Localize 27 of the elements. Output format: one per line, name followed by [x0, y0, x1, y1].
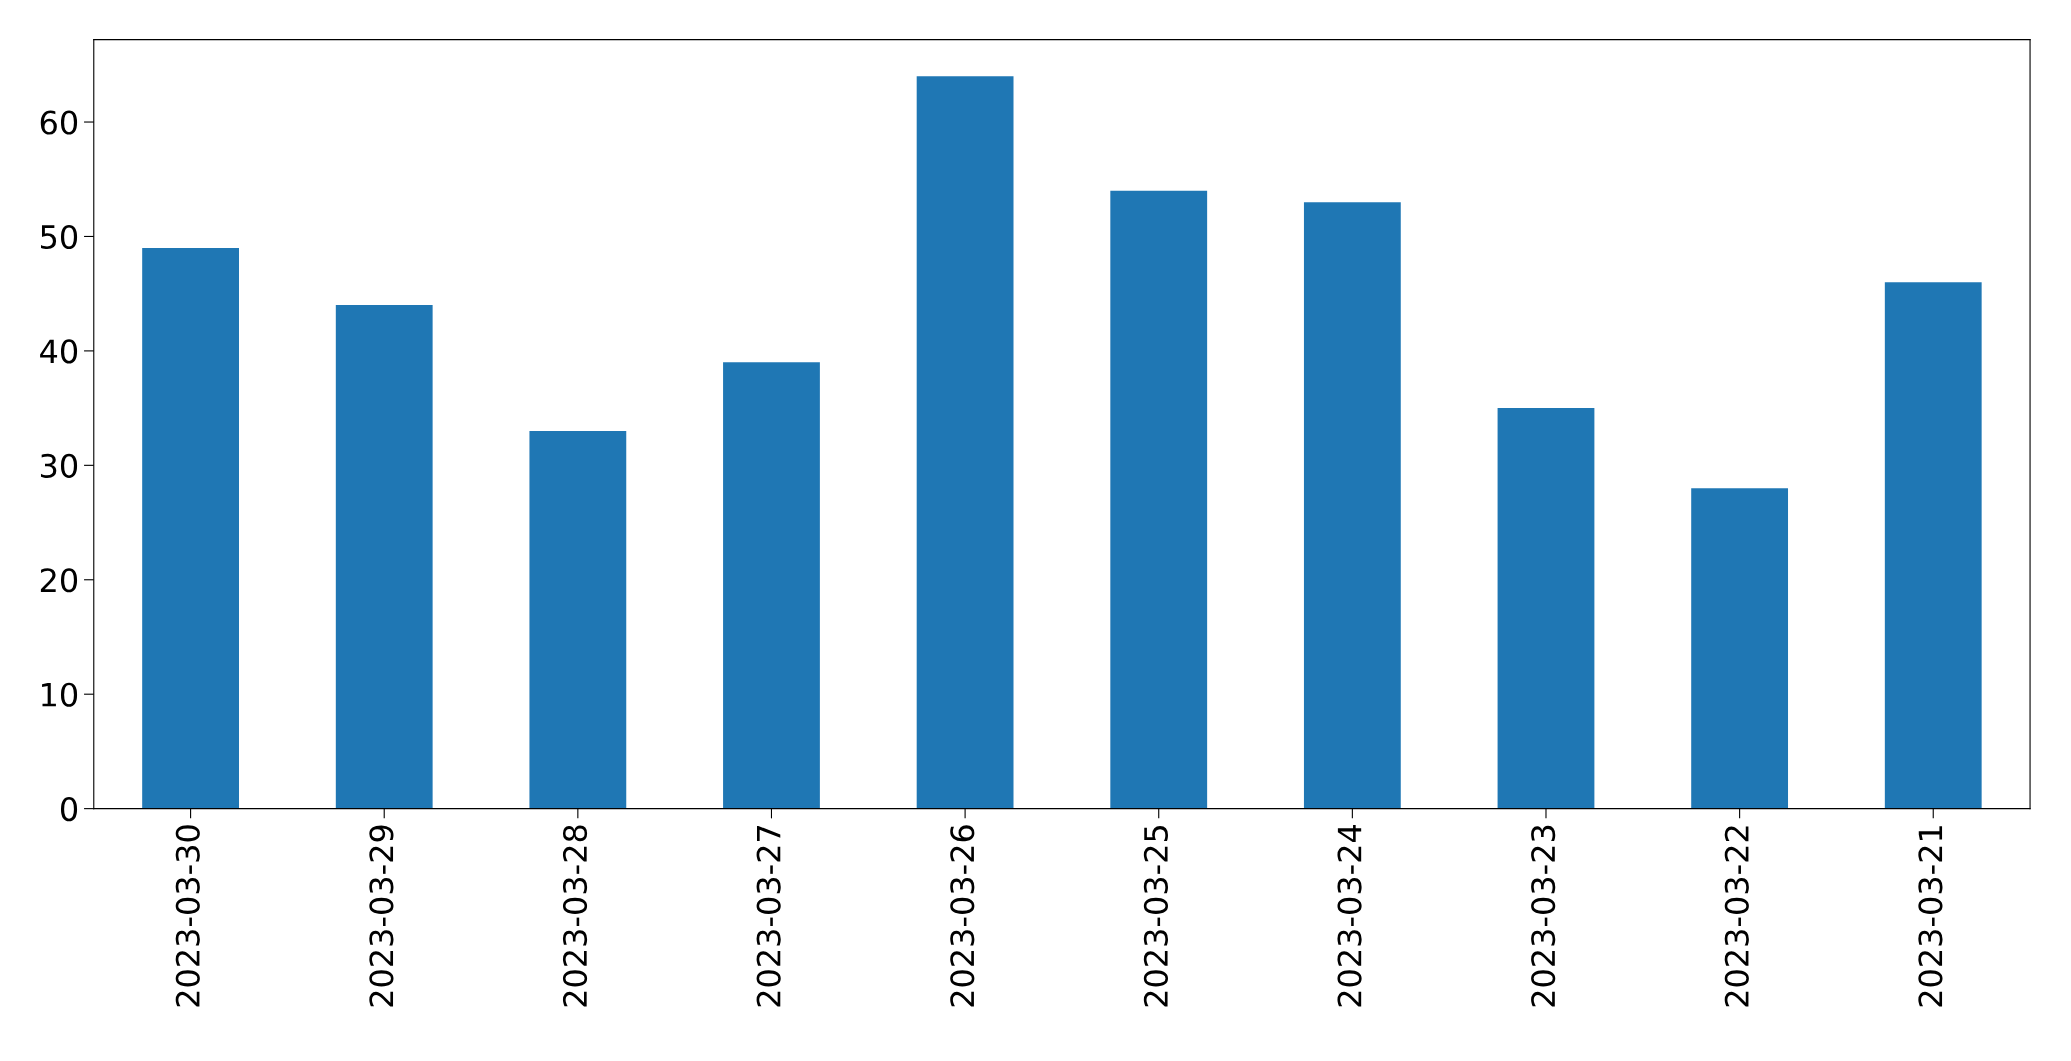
- y-tick-label: 20: [40, 568, 78, 593]
- x-tick-label: 2023-03-28: [562, 825, 588, 1007]
- x-tick-label: 2023-03-21: [1918, 826, 1943, 1007]
- bar: [1110, 190, 1208, 809]
- bar: [1691, 488, 1789, 809]
- bar: [335, 305, 433, 809]
- x-tick-label: 2023-03-30: [175, 825, 200, 1007]
- bar: [529, 431, 627, 809]
- y-tick-label: 60: [40, 110, 78, 135]
- y-tick-label: 10: [42, 682, 78, 707]
- bar: [1884, 282, 1982, 809]
- y-tick-label: 0: [60, 797, 78, 822]
- x-tick-label: 2023-03-26: [950, 825, 975, 1007]
- bar: [1303, 202, 1401, 809]
- y-tick-label: 50: [41, 224, 78, 250]
- x-tick-label: 2023-03-25: [1143, 826, 1168, 1007]
- bar: [723, 362, 820, 809]
- x-tick-label: 2023-03-22: [1724, 826, 1749, 1007]
- x-tick-label: 2023-03-27: [756, 825, 781, 1007]
- bar: [1497, 408, 1595, 809]
- x-tick-label: 2023-03-23: [1531, 825, 1556, 1007]
- y-tick-label: 30: [40, 453, 78, 478]
- bar: [142, 247, 239, 809]
- bar: [916, 76, 1014, 809]
- x-tick-label: 2023-03-29: [369, 825, 394, 1007]
- x-tick-label: 2023-03-24: [1337, 825, 1362, 1007]
- y-tick-label: 40: [40, 339, 78, 364]
